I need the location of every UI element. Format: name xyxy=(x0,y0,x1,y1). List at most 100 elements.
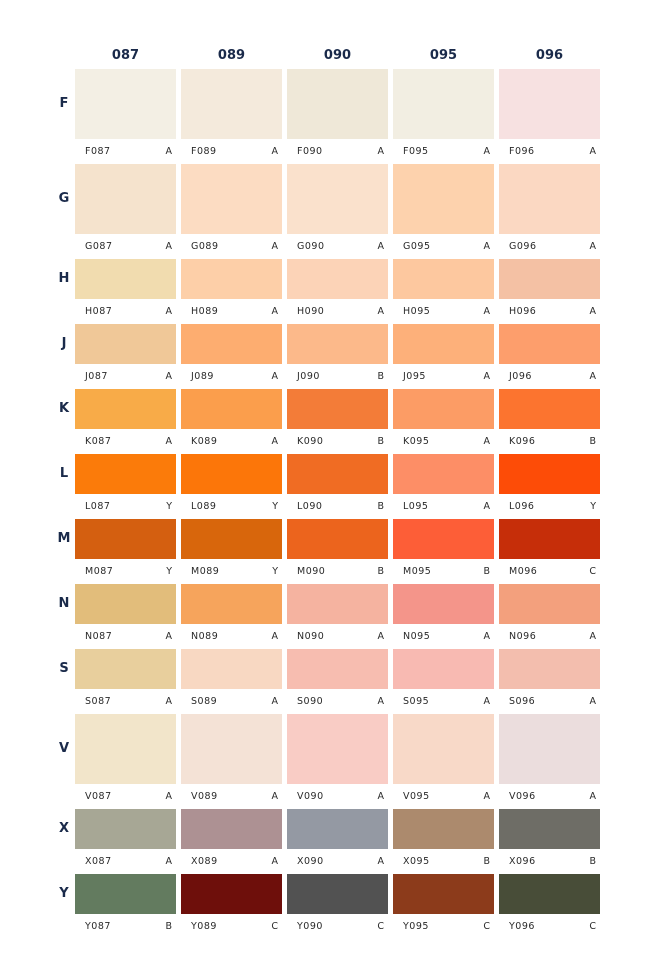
swatch-grade: A xyxy=(271,631,279,642)
row-label-L: L xyxy=(59,466,69,481)
swatch-grade: A xyxy=(483,371,491,382)
swatch-code: M090 xyxy=(297,566,326,577)
swatch-grade: B xyxy=(589,856,596,867)
swatch-code: S090 xyxy=(297,696,324,707)
swatch-grade: B xyxy=(483,566,490,577)
column-header-089: 089 xyxy=(217,48,246,63)
swatch-code: J087 xyxy=(85,371,108,382)
swatch-M096 xyxy=(499,519,600,559)
swatch-grade: A xyxy=(165,241,173,252)
swatch-F096 xyxy=(499,69,600,139)
row-label-V: V xyxy=(58,741,70,756)
swatch-grade: A xyxy=(377,146,385,157)
swatch-grade: A xyxy=(483,306,491,317)
swatch-grade: A xyxy=(589,306,597,317)
swatch-X096 xyxy=(499,809,600,849)
swatch-grade: A xyxy=(271,856,279,867)
swatch-grade: A xyxy=(377,306,385,317)
swatch-grade: B xyxy=(377,371,384,382)
swatch-grade: A xyxy=(165,306,173,317)
swatch-grade: A xyxy=(165,631,173,642)
swatch-code: S087 xyxy=(85,696,112,707)
swatch-grade: A xyxy=(483,436,491,447)
swatch-code: X087 xyxy=(85,856,112,867)
swatch-code: M095 xyxy=(403,566,432,577)
swatch-F087 xyxy=(75,69,176,139)
swatch-G090 xyxy=(287,164,388,234)
swatch-code: H089 xyxy=(191,306,219,317)
swatch-code: N090 xyxy=(297,631,325,642)
row-label-S: S xyxy=(59,661,69,676)
swatch-grade: A xyxy=(165,146,173,157)
swatch-V087 xyxy=(75,714,176,784)
swatch-S095 xyxy=(393,649,494,689)
swatch-J087 xyxy=(75,324,176,364)
swatch-K087 xyxy=(75,389,176,429)
swatch-code: X095 xyxy=(403,856,430,867)
swatch-grade: A xyxy=(271,371,279,382)
swatch-grade: A xyxy=(271,306,279,317)
swatch-grade: Y xyxy=(272,566,278,577)
swatch-code: X089 xyxy=(191,856,218,867)
swatch-code: M087 xyxy=(85,566,114,577)
swatch-code: K089 xyxy=(191,436,218,447)
swatch-J089 xyxy=(181,324,282,364)
swatch-grade: A xyxy=(589,631,597,642)
swatch-F089 xyxy=(181,69,282,139)
swatch-J096 xyxy=(499,324,600,364)
swatch-M089 xyxy=(181,519,282,559)
swatch-code: H096 xyxy=(509,306,537,317)
swatch-code: S096 xyxy=(509,696,536,707)
swatch-grade: Y xyxy=(590,501,596,512)
row-label-N: N xyxy=(58,596,70,611)
swatch-H096 xyxy=(499,259,600,299)
swatch-code: L096 xyxy=(509,501,535,512)
row-label-M: M xyxy=(57,531,71,546)
swatch-M087 xyxy=(75,519,176,559)
swatch-code: J095 xyxy=(403,371,426,382)
swatch-grade: A xyxy=(589,146,597,157)
swatch-S096 xyxy=(499,649,600,689)
column-header-096: 096 xyxy=(535,48,564,63)
swatch-H087 xyxy=(75,259,176,299)
swatch-code: S095 xyxy=(403,696,430,707)
swatch-grade: Y xyxy=(166,566,172,577)
swatch-V090 xyxy=(287,714,388,784)
swatch-code: Y089 xyxy=(191,921,217,932)
swatch-K096 xyxy=(499,389,600,429)
column-header-095: 095 xyxy=(429,48,458,63)
swatch-grade: A xyxy=(483,501,491,512)
swatch-code: J090 xyxy=(297,371,320,382)
swatch-N087 xyxy=(75,584,176,624)
swatch-grade: A xyxy=(165,791,173,802)
swatch-L090 xyxy=(287,454,388,494)
swatch-grade: C xyxy=(483,921,490,932)
swatch-L096 xyxy=(499,454,600,494)
swatch-code: H095 xyxy=(403,306,431,317)
swatch-code: V089 xyxy=(191,791,218,802)
swatch-F095 xyxy=(393,69,494,139)
swatch-code: M089 xyxy=(191,566,220,577)
swatch-L087 xyxy=(75,454,176,494)
swatch-grade: A xyxy=(589,241,597,252)
swatch-G087 xyxy=(75,164,176,234)
swatch-Y087 xyxy=(75,874,176,914)
swatch-code: K090 xyxy=(297,436,324,447)
swatch-grade: A xyxy=(589,791,597,802)
swatch-code: V096 xyxy=(509,791,536,802)
swatch-code: F087 xyxy=(85,146,111,157)
swatch-J095 xyxy=(393,324,494,364)
swatch-N090 xyxy=(287,584,388,624)
swatch-grade: B xyxy=(377,566,384,577)
swatch-grade: A xyxy=(377,856,385,867)
swatch-grade: B xyxy=(483,856,490,867)
swatch-N095 xyxy=(393,584,494,624)
swatch-grade: B xyxy=(377,436,384,447)
swatch-grade: C xyxy=(589,921,596,932)
swatch-grade: A xyxy=(589,696,597,707)
swatch-grade: A xyxy=(271,241,279,252)
swatch-grade: A xyxy=(377,696,385,707)
swatch-X095 xyxy=(393,809,494,849)
swatch-code: V095 xyxy=(403,791,430,802)
swatch-K095 xyxy=(393,389,494,429)
